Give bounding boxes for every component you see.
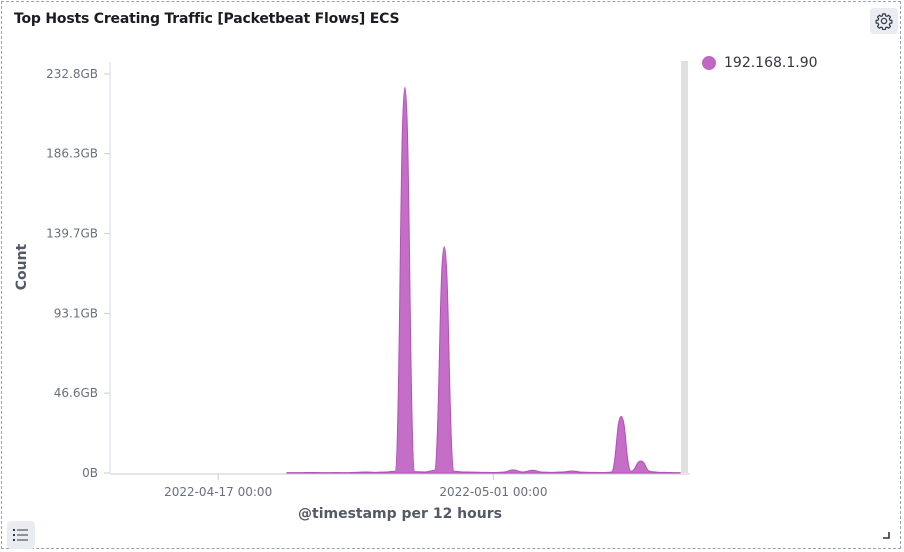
data-point[interactable]	[452, 469, 456, 473]
list-icon	[13, 529, 28, 541]
x-tick-label: 2022-04-17 00:00	[164, 485, 272, 499]
panel-title: Top Hosts Creating Traffic [Packetbeat F…	[14, 11, 400, 27]
data-point[interactable]	[521, 470, 525, 474]
y-tick-label: 186.3GB	[46, 147, 98, 161]
resize-corner-icon[interactable]	[881, 530, 891, 540]
data-point[interactable]	[403, 85, 407, 89]
data-point[interactable]	[619, 414, 623, 418]
data-point[interactable]	[570, 469, 574, 473]
legend-swatch	[702, 56, 716, 70]
data-point[interactable]	[413, 470, 417, 474]
data-point[interactable]	[364, 470, 368, 474]
series-area[interactable]	[286, 86, 681, 474]
chart-legend[interactable]: 192.168.1.90	[702, 55, 818, 71]
data-point[interactable]	[423, 470, 427, 474]
x-tick-label: 2022-05-01 00:00	[439, 485, 547, 499]
data-point[interactable]	[511, 468, 515, 472]
x-axis-title: @timestamp per 12 hours	[298, 506, 502, 522]
data-point[interactable]	[649, 470, 653, 474]
data-point[interactable]	[383, 470, 387, 474]
data-point[interactable]	[393, 469, 397, 473]
legend-label[interactable]: 192.168.1.90	[724, 55, 818, 71]
y-tick-label: 46.6GB	[54, 386, 98, 400]
data-point[interactable]	[462, 470, 466, 474]
y-tick-label: 139.7GB	[46, 227, 98, 241]
data-point[interactable]	[442, 245, 446, 249]
y-axis-title: Count	[14, 243, 30, 290]
gear-icon	[875, 13, 893, 30]
y-tick-label: 93.1GB	[54, 306, 98, 320]
legend-toggle-button[interactable]	[7, 521, 35, 549]
data-point[interactable]	[560, 470, 564, 474]
chart-brush-cursor	[681, 61, 688, 473]
data-point[interactable]	[432, 468, 436, 472]
y-tick-label: 232.8GB	[46, 67, 98, 81]
data-point[interactable]	[531, 468, 535, 472]
data-point[interactable]	[639, 459, 643, 463]
panel-options-button[interactable]	[870, 8, 898, 34]
y-tick-label: 0B	[82, 466, 98, 480]
data-point[interactable]	[629, 469, 633, 473]
